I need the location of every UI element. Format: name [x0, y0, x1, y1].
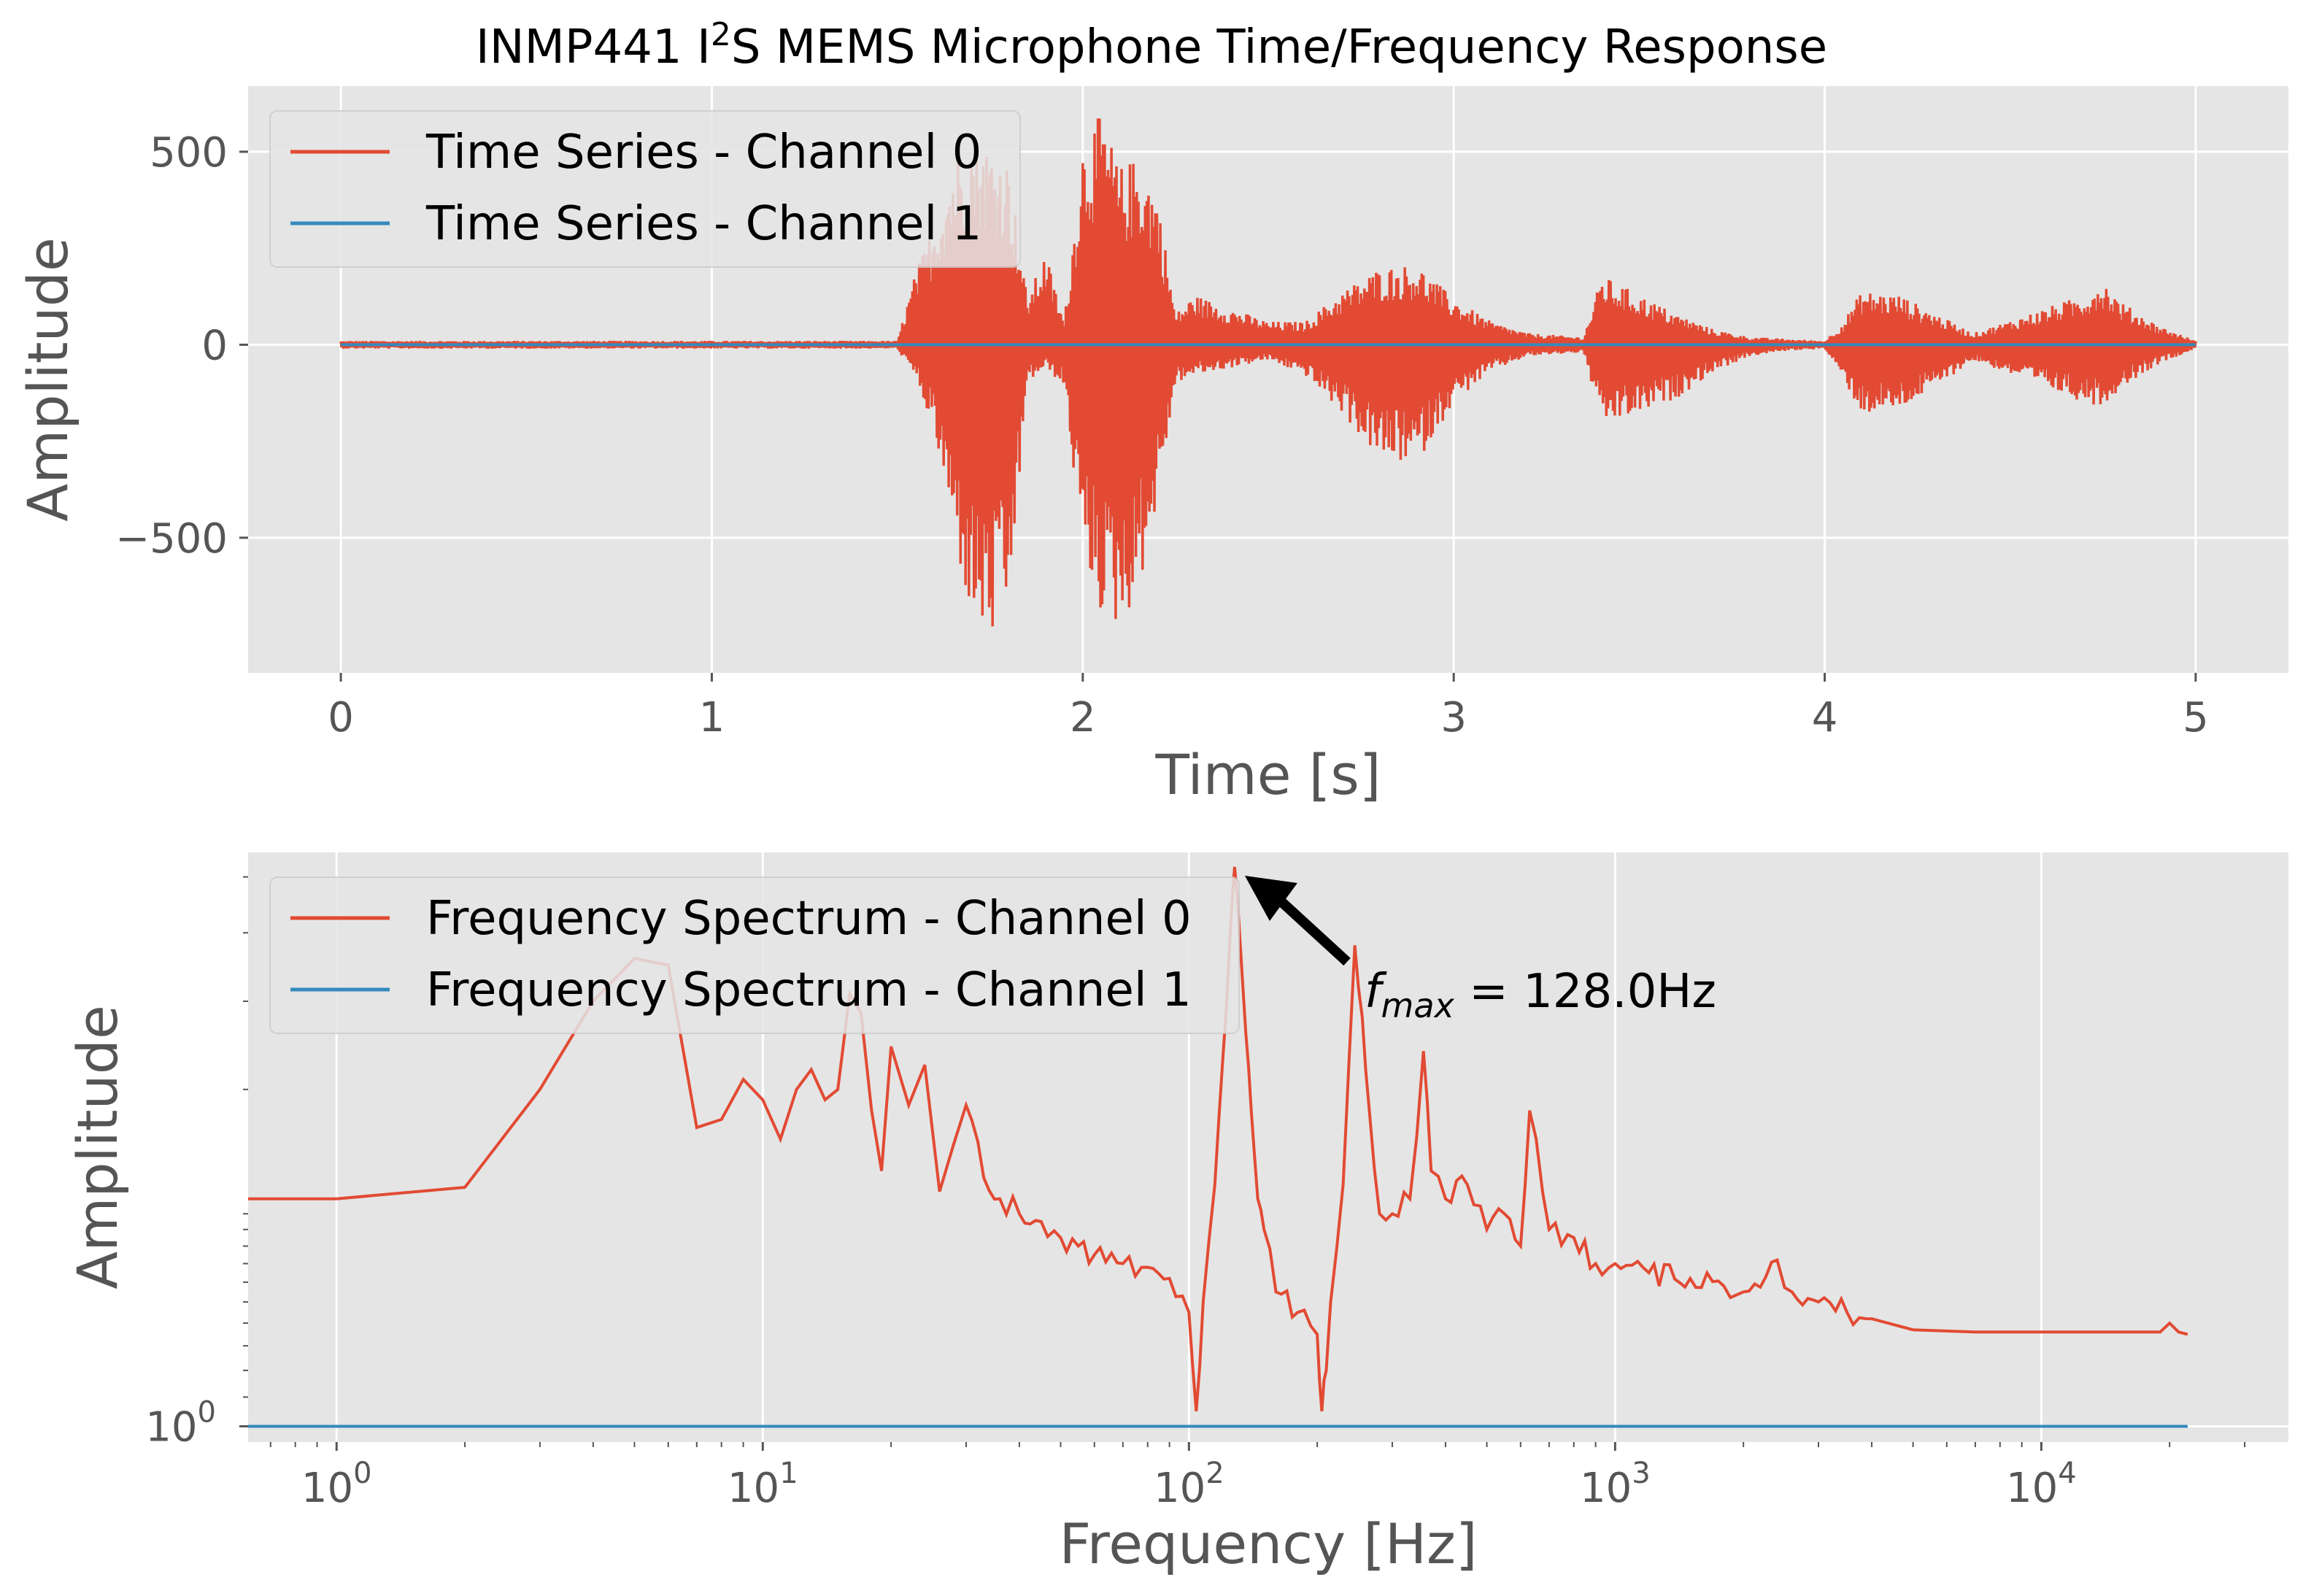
freq-x-tick-label: 103	[1580, 1457, 1651, 1512]
time-series-x-axis-label: Time [s]	[1154, 742, 1381, 807]
time-y-tick-label: 500	[150, 129, 228, 177]
time-x-tick-label: 0	[328, 694, 354, 741]
time-x-tick-label: 4	[1812, 694, 1838, 741]
freq-y-tick-label: 100	[145, 1395, 216, 1451]
frequency-spectrum-x-axis-label: Frequency [Hz]	[1059, 1511, 1477, 1576]
time-series-panel: 0 1 2 3 4 5 −500 0 500 Time [s] Amplitude Time S…	[15, 86, 2288, 807]
frequency-spectrum-legend: Frequency Spectrum - Channel 0 Frequency …	[269, 876, 1240, 1034]
chart-title-rest: S MEMS Microphone Time/Frequency Respons…	[731, 20, 1827, 74]
fmax-annotation: fmax = 128.0Hz	[1244, 876, 1716, 1025]
fmax-arrow-head	[1244, 876, 1297, 921]
frequency-spectrum-channel-0-line	[248, 866, 2188, 1412]
time-series-legend-box	[269, 110, 1021, 268]
legend-label-spectrum-channel-0: Frequency Spectrum - Channel 0	[426, 892, 1192, 946]
frequency-spectrum-y-axis-label: Amplitude	[65, 1005, 130, 1289]
time-series-tick-labels: 0 1 2 3 4 5 −500 0 500	[115, 129, 2209, 741]
time-x-tick-label: 2	[1070, 694, 1096, 741]
frequency-spectrum-panel: 100 101 102 103 104 100 Frequency [Hz] Amplit…	[65, 852, 2288, 1576]
frequency-spectrum-tick-labels: 100 101 102 103 104 100	[145, 876, 2246, 1512]
fmax-annotation-text: fmax = 128.0Hz	[1365, 965, 1716, 1025]
freq-x-tick-label: 102	[1154, 1457, 1224, 1512]
chart-title: INMP441 I2S MEMS Microphone Time/Frequen…	[476, 16, 1827, 74]
time-x-tick-label: 3	[1440, 694, 1467, 741]
chart-title-superscript: 2	[711, 16, 731, 53]
freq-x-tick-label: 100	[301, 1457, 372, 1512]
legend-label-spectrum-channel-1: Frequency Spectrum - Channel 1	[426, 963, 1192, 1017]
legend-label-channel-0: Time Series - Channel 0	[425, 126, 981, 180]
time-x-tick-label: 1	[699, 694, 725, 741]
legend-label-channel-1: Time Series - Channel 1	[425, 197, 981, 251]
chart-title-main: INMP441 I	[476, 20, 711, 74]
time-x-tick-label: 5	[2183, 694, 2209, 741]
time-series-lines	[339, 118, 2197, 627]
time-series-legend: Time Series - Channel 0 Time Series - Cha…	[269, 110, 1021, 268]
time-series-y-axis-label: Amplitude	[15, 237, 80, 521]
frequency-spectrum-legend-box	[269, 876, 1240, 1034]
time-y-tick-label: 0	[201, 322, 228, 369]
freq-x-tick-label: 101	[728, 1457, 798, 1512]
freq-x-tick-label: 104	[2006, 1457, 2077, 1512]
frequency-spectrum-lines	[248, 866, 2188, 1428]
fmax-arrow-shaft	[1273, 893, 1351, 966]
time-y-tick-label: −500	[115, 515, 228, 563]
